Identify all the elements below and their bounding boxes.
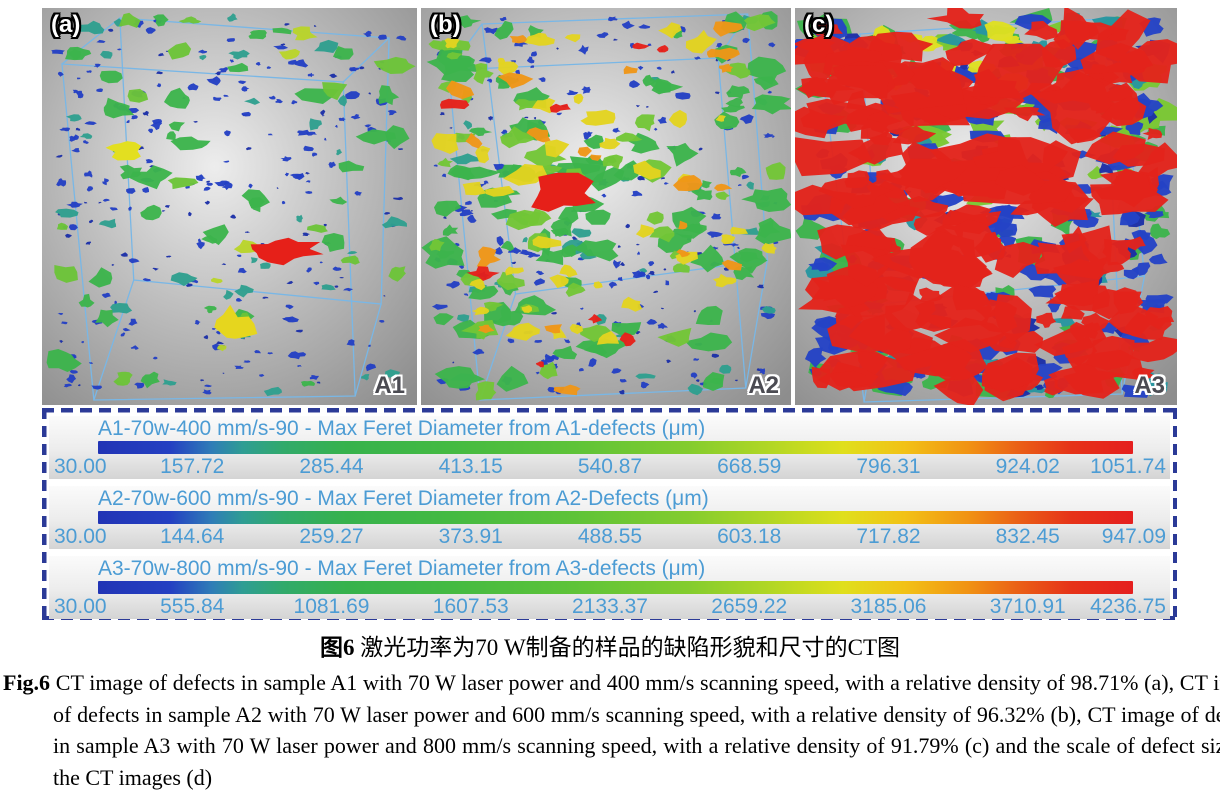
caption-zh-text: 激光功率为70 W制备的样品的缺陷形貌和尺寸的CT图 xyxy=(354,635,901,660)
tick-label: 1051.74 xyxy=(1090,455,1166,478)
panel-label-c: (c) xyxy=(804,11,834,38)
colorbar-gradient-a1 xyxy=(98,441,1133,454)
ct-render-a2 xyxy=(421,8,791,405)
tick-label: 924.02 xyxy=(995,455,1060,478)
colorbar-row-a1: A1-70w-400 mm/s-90 - Max Feret Diameter … xyxy=(49,416,1170,479)
caption-en-text: CT image of defects in sample A1 with 70… xyxy=(50,670,1220,790)
scale-panel-d: (d) A1-70w-400 mm/s-90 - Max Feret Diame… xyxy=(42,408,1177,620)
colorbar-ticks-a2: 30.00 144.64 259.27 373.91 488.55 603.18 717.8… xyxy=(53,525,1167,549)
tick-label: 285.44 xyxy=(299,455,364,478)
figure-number-en: Fig.6 xyxy=(3,670,51,695)
tick-label: 157.72 xyxy=(160,455,225,478)
colorbar-title-a2: A2-70w-600 mm/s-90 - Max Feret Diameter … xyxy=(98,487,709,510)
tick-label: 540.87 xyxy=(577,455,643,478)
tick-label: 373.91 xyxy=(438,525,503,548)
tick-label: 947.09 xyxy=(1101,525,1166,548)
tick-label: 30.00 xyxy=(54,455,107,478)
ct-panel-a2: (b) A2 xyxy=(421,8,791,405)
colorbar-gradient-a2 xyxy=(98,511,1133,524)
sample-label-a3: A3 xyxy=(1134,372,1165,399)
tick-label: 30.00 xyxy=(54,525,107,548)
colorbar-row-a3: A3-70w-800 mm/s-90 - Max Feret Diameter … xyxy=(49,556,1170,619)
colorbar-title-a1: A1-70w-400 mm/s-90 - Max Feret Diameter … xyxy=(98,417,706,440)
ct-panels-row: (a) A1 (b) A2 (c) A3 xyxy=(42,8,1177,405)
colorbar-ticks-a3: 30.00 555.84 1081.69 1607.53 2133.37 2659.22 3… xyxy=(53,595,1167,619)
figure-number-zh: 图6 xyxy=(319,635,355,660)
colorbar-title-a3: A3-70w-800 mm/s-90 - Max Feret Diameter … xyxy=(98,557,706,580)
tick-label: 259.27 xyxy=(299,525,364,548)
ct-render-a1 xyxy=(42,8,417,405)
panel-label-b: (b) xyxy=(430,11,461,38)
caption-chinese: 图6 激光功率为70 W制备的样品的缺陷形貌和尺寸的CT图 xyxy=(0,634,1220,662)
colorbar-rows: A1-70w-400 mm/s-90 - Max Feret Diameter … xyxy=(49,416,1170,619)
tick-label: 668.59 xyxy=(717,455,782,478)
tick-label: 144.64 xyxy=(160,525,225,548)
colorbar-gradient-a3 xyxy=(98,581,1133,594)
sample-label-a1: A1 xyxy=(374,372,405,399)
sample-label-a2: A2 xyxy=(748,372,779,399)
tick-label: 413.15 xyxy=(438,455,503,478)
tick-label: 717.82 xyxy=(856,525,921,548)
tick-label: 2133.37 xyxy=(572,595,648,618)
colorbar-ticks-a1: 30.00 157.72 285.44 413.15 540.87 668.59 796.3… xyxy=(53,455,1167,479)
tick-label: 488.55 xyxy=(577,525,643,548)
colorbar-row-a2: A2-70w-600 mm/s-90 - Max Feret Diameter … xyxy=(49,486,1170,549)
tick-label: 1607.53 xyxy=(432,595,509,618)
tick-label: 796.31 xyxy=(856,455,921,478)
ct-panel-a1: (a) A1 xyxy=(42,8,417,405)
tick-label: 832.45 xyxy=(995,525,1060,548)
ct-render-a3 xyxy=(795,8,1177,405)
tick-label: 4236.75 xyxy=(1090,595,1166,618)
tick-label: 3710.91 xyxy=(989,595,1066,618)
tick-label: 30.00 xyxy=(54,595,107,618)
tick-label: 555.84 xyxy=(160,595,225,618)
tick-label: 3185.06 xyxy=(850,595,927,618)
tick-label: 603.18 xyxy=(717,525,782,548)
ct-panel-a3: (c) A3 xyxy=(795,8,1177,405)
tick-label: 1081.69 xyxy=(293,595,370,618)
tick-label: 2659.22 xyxy=(711,595,788,618)
panel-label-a: (a) xyxy=(51,11,81,38)
caption-english: Fig.6 CT image of defects in sample A1 w… xyxy=(3,667,1220,793)
